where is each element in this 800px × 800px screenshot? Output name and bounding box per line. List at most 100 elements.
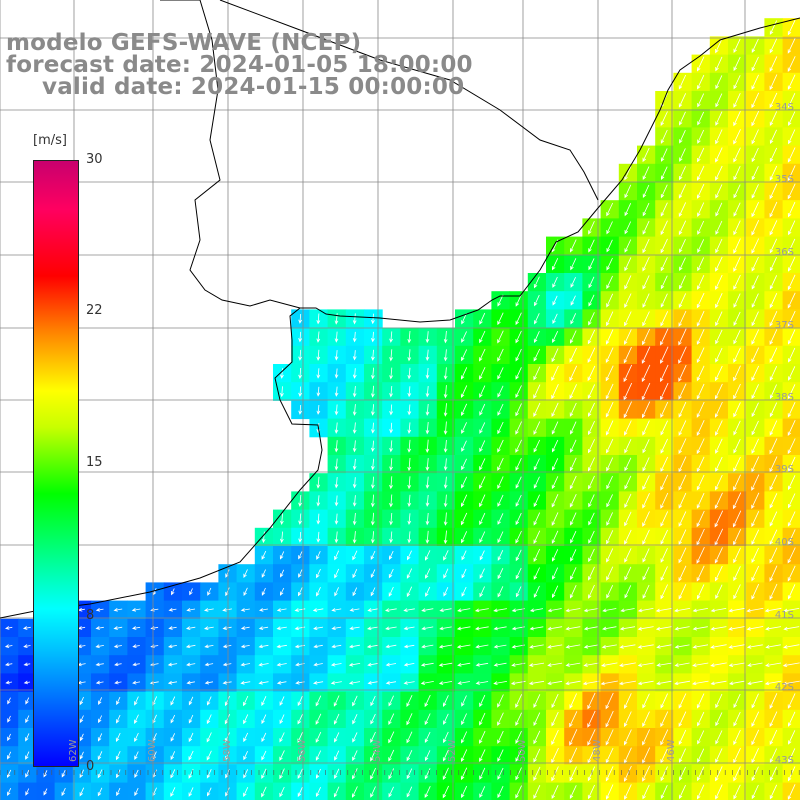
wind-arrow [565, 608, 581, 613]
wind-arrow [696, 365, 705, 382]
wind-arrow [4, 626, 13, 630]
wind-arrow [533, 512, 541, 526]
wind-arrow [98, 697, 103, 705]
wind-arrow [588, 494, 595, 508]
wind-arrow [316, 531, 321, 543]
wind-arrow [186, 607, 196, 612]
wind-arrow [678, 293, 687, 309]
latitude-label: 42S [774, 682, 794, 693]
wind-arrow [602, 608, 617, 613]
wind-arrow [479, 494, 486, 508]
wind-arrow [224, 714, 231, 725]
wind-arrow [406, 731, 413, 744]
wind-arrow [747, 662, 763, 667]
wind-arrow [529, 644, 544, 649]
wind-arrow [788, 220, 796, 236]
wind-arrow [751, 129, 759, 145]
wind-arrow [733, 547, 741, 564]
wind-arrow [298, 513, 302, 525]
wind-arrow [333, 695, 340, 707]
wind-arrow [733, 747, 741, 764]
wind-arrow [479, 730, 486, 744]
wind-arrow [769, 329, 778, 345]
wind-arrow [479, 348, 486, 362]
wind-arrow [678, 346, 687, 364]
wind-arrow [588, 402, 595, 417]
wind-arrow [565, 680, 581, 686]
colorbar-unit: [m/s] [33, 133, 67, 148]
wind-arrow [552, 295, 558, 306]
wind-arrow [660, 129, 668, 144]
wind-arrow [588, 294, 595, 307]
wind-arrow [97, 733, 103, 742]
wind-arrow [733, 438, 741, 454]
wind-arrow [692, 644, 709, 649]
wind-arrow [352, 368, 357, 379]
wind-arrow [348, 662, 361, 667]
wind-arrow [134, 732, 139, 743]
wind-arrow [116, 696, 121, 706]
wind-arrow [783, 626, 800, 631]
wind-arrow [606, 293, 614, 308]
wind-arrow [114, 662, 122, 667]
wind-arrow [678, 184, 687, 199]
wind-arrow [389, 422, 394, 434]
wind-arrow [641, 364, 651, 383]
wind-arrow [605, 420, 614, 436]
wind-arrow [204, 662, 214, 667]
wind-arrow [279, 786, 285, 798]
wind-arrow [167, 644, 177, 649]
wind-arrow [280, 386, 284, 398]
title-model: modelo GEFS-WAVE (NCEP) [6, 30, 362, 56]
wind-arrow [240, 680, 251, 685]
wind-arrow [606, 457, 614, 472]
latitude-label: 37S [774, 320, 794, 331]
wind-arrow [497, 568, 504, 580]
wind-arrow [261, 768, 267, 780]
wind-arrow [569, 729, 578, 746]
wind-arrow [116, 787, 121, 797]
wind-arrow [297, 713, 303, 725]
latitude-label: 34S [774, 102, 794, 113]
wind-arrow [551, 402, 559, 418]
wind-arrow [588, 221, 595, 235]
wind-arrow [461, 785, 468, 799]
wind-arrow [352, 768, 358, 780]
wind-arrow [660, 548, 668, 563]
wind-arrow [601, 662, 618, 667]
wind-arrow [696, 310, 705, 327]
wind-arrow [678, 220, 687, 236]
longitude-label: 46W [666, 739, 677, 762]
wind-arrow [769, 474, 778, 491]
wind-arrow [367, 662, 379, 667]
wind-arrow [787, 329, 796, 345]
wind-arrow [185, 626, 196, 630]
wind-arrow [710, 608, 727, 613]
wind-arrow [225, 787, 230, 797]
wind-arrow [388, 713, 395, 726]
wind-arrow [769, 311, 778, 327]
wind-arrow [479, 550, 485, 561]
wind-arrow [697, 748, 705, 763]
wind-arrow [279, 768, 285, 780]
wind-arrow [334, 550, 340, 561]
wind-arrow [389, 476, 393, 490]
wind-arrow [7, 788, 12, 797]
wind-arrow [733, 329, 741, 345]
wind-arrow [751, 565, 760, 582]
wind-arrow [334, 750, 340, 761]
wind-arrow [457, 662, 471, 667]
wind-arrow [366, 644, 379, 649]
wind-arrow [751, 166, 759, 181]
wind-arrow [788, 711, 796, 727]
wind-arrow [547, 680, 563, 686]
wind-arrow [497, 312, 504, 326]
wind-arrow [225, 587, 230, 597]
wind-arrow [783, 608, 800, 613]
wind-speed-cell [782, 782, 800, 800]
wind-arrow [674, 626, 690, 631]
wind-arrow [660, 711, 669, 728]
wind-arrow [642, 729, 650, 746]
wind-arrow [733, 256, 741, 272]
wind-arrow [461, 568, 467, 579]
